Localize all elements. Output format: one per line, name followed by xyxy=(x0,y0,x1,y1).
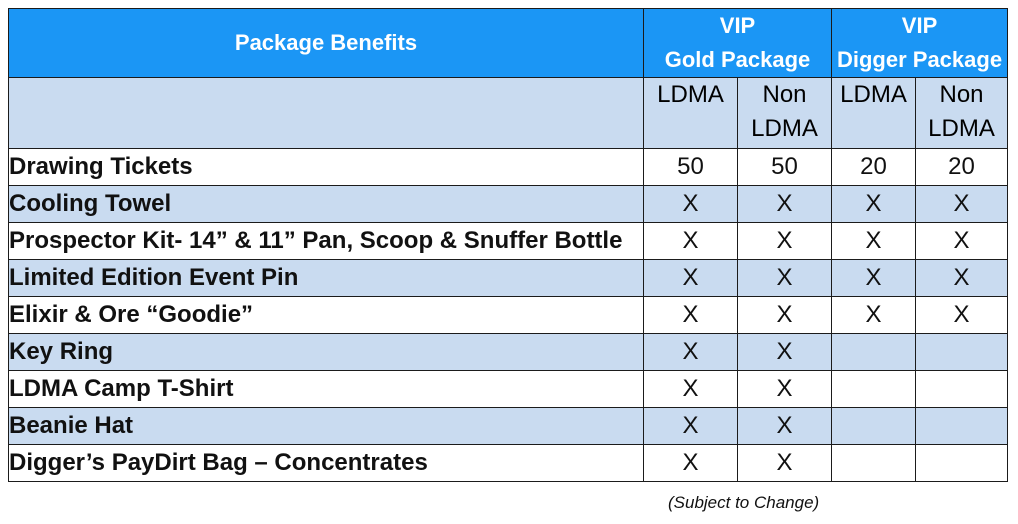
gold-ldma-cell: X xyxy=(643,444,738,482)
digger-ldma-cell xyxy=(831,333,917,371)
digger-package-header: VIP Digger Package xyxy=(831,8,1009,78)
benefit-label: Cooling Towel xyxy=(8,185,644,223)
table-row: Prospector Kit- 14” & 11” Pan, Scoop & S… xyxy=(8,222,1009,260)
gold-header-line2: Gold Package xyxy=(664,47,811,72)
benefit-label: Digger’s PayDirt Bag – Concentrates xyxy=(8,444,644,482)
gold-ldma-header: LDMA xyxy=(643,77,738,149)
digger-non-ldma-cell xyxy=(915,444,1009,482)
benefit-label: Elixir & Ore “Goodie” xyxy=(8,296,644,334)
table-row: Key Ring X X xyxy=(8,333,1009,371)
digger-ldma-cell: 20 xyxy=(831,148,917,186)
digger-ldma-cell: X xyxy=(831,296,917,334)
gold-non-ldma-cell: X xyxy=(736,222,833,260)
table-row: Elixir & Ore “Goodie” X X X X xyxy=(8,296,1009,334)
gold-ldma-cell: X xyxy=(643,370,738,408)
digger-non-ldma-cell: 20 xyxy=(915,148,1009,186)
benefits-title: Package Benefits xyxy=(8,8,644,78)
digger-header-line2: Digger Package xyxy=(836,47,1003,72)
digger-ldma-cell: X xyxy=(831,185,917,223)
digger-ldma-cell xyxy=(831,444,917,482)
gold-non-line1: Non xyxy=(762,81,807,108)
gold-ldma-cell: X xyxy=(643,333,738,371)
digger-non-ldma-cell xyxy=(915,333,1009,371)
benefit-label: Key Ring xyxy=(8,333,644,371)
header-row: Package Benefits VIP Gold Package VIP Di… xyxy=(8,8,1009,78)
gold-non-ldma-cell: X xyxy=(736,444,833,482)
gold-ldma-cell: 50 xyxy=(643,148,738,186)
gold-ldma-cell: X xyxy=(643,185,738,223)
benefit-rows: Drawing Tickets 50 50 20 20 Cooling Towel X X X X… xyxy=(8,148,1009,482)
gold-non-ldma-cell: 50 xyxy=(736,148,833,186)
table-row: LDMA Camp T-Shirt X X xyxy=(8,370,1009,408)
table-row: Cooling Towel X X X X xyxy=(8,185,1009,223)
gold-non-ldma-cell: X xyxy=(736,370,833,408)
gold-header-line1: VIP xyxy=(719,13,756,38)
digger-non-ldma-cell: X xyxy=(915,296,1009,334)
benefit-label: Limited Edition Event Pin xyxy=(8,259,644,297)
subject-to-change-note: (Subject to Change) xyxy=(668,493,820,512)
subheader-blank xyxy=(8,77,644,149)
benefits-table: Package Benefits VIP Gold Package VIP Di… xyxy=(8,8,1009,482)
gold-package-header: VIP Gold Package xyxy=(642,8,833,78)
gold-ldma-cell: X xyxy=(643,222,738,260)
digger-non-line1: Non xyxy=(939,81,984,108)
benefit-label: Prospector Kit- 14” & 11” Pan, Scoop & S… xyxy=(8,222,644,260)
digger-non-ldma-cell: X xyxy=(915,259,1009,297)
table-row: Beanie Hat X X xyxy=(8,407,1009,445)
table-row: Drawing Tickets 50 50 20 20 xyxy=(8,148,1009,186)
gold-non-ldma-cell: X xyxy=(736,333,833,371)
digger-non-ldma-cell: X xyxy=(915,222,1009,260)
digger-ldma-cell xyxy=(831,407,917,445)
gold-non-ldma-cell: X xyxy=(736,407,833,445)
digger-non-line2: LDMA xyxy=(928,115,995,142)
gold-non-ldma-cell: X xyxy=(736,296,833,334)
table-row: Digger’s PayDirt Bag – Concentrates X X xyxy=(8,444,1009,482)
gold-non-ldma-cell: X xyxy=(736,185,833,223)
digger-non-ldma-cell xyxy=(915,407,1009,445)
gold-non-ldma-cell: X xyxy=(736,259,833,297)
gold-ldma-cell: X xyxy=(643,259,738,297)
table-row: Limited Edition Event Pin X X X X xyxy=(8,259,1009,297)
gold-non-line2: LDMA xyxy=(751,115,818,142)
digger-ldma-cell: X xyxy=(831,259,917,297)
digger-non-ldma-header: Non LDMA xyxy=(915,77,1009,149)
gold-ldma-cell: X xyxy=(643,296,738,334)
digger-ldma-header: LDMA xyxy=(831,77,917,149)
benefit-label: Drawing Tickets xyxy=(8,148,644,186)
gold-non-ldma-header: Non LDMA xyxy=(736,77,833,149)
benefit-label: LDMA Camp T-Shirt xyxy=(8,370,644,408)
benefit-label: Beanie Hat xyxy=(8,407,644,445)
digger-ldma-cell xyxy=(831,370,917,408)
digger-non-ldma-cell: X xyxy=(915,185,1009,223)
subheader-row: LDMA Non LDMA LDMA Non LDMA xyxy=(8,77,1009,149)
digger-non-ldma-cell xyxy=(915,370,1009,408)
digger-header-line1: VIP xyxy=(901,13,938,38)
digger-ldma-cell: X xyxy=(831,222,917,260)
gold-ldma-cell: X xyxy=(643,407,738,445)
